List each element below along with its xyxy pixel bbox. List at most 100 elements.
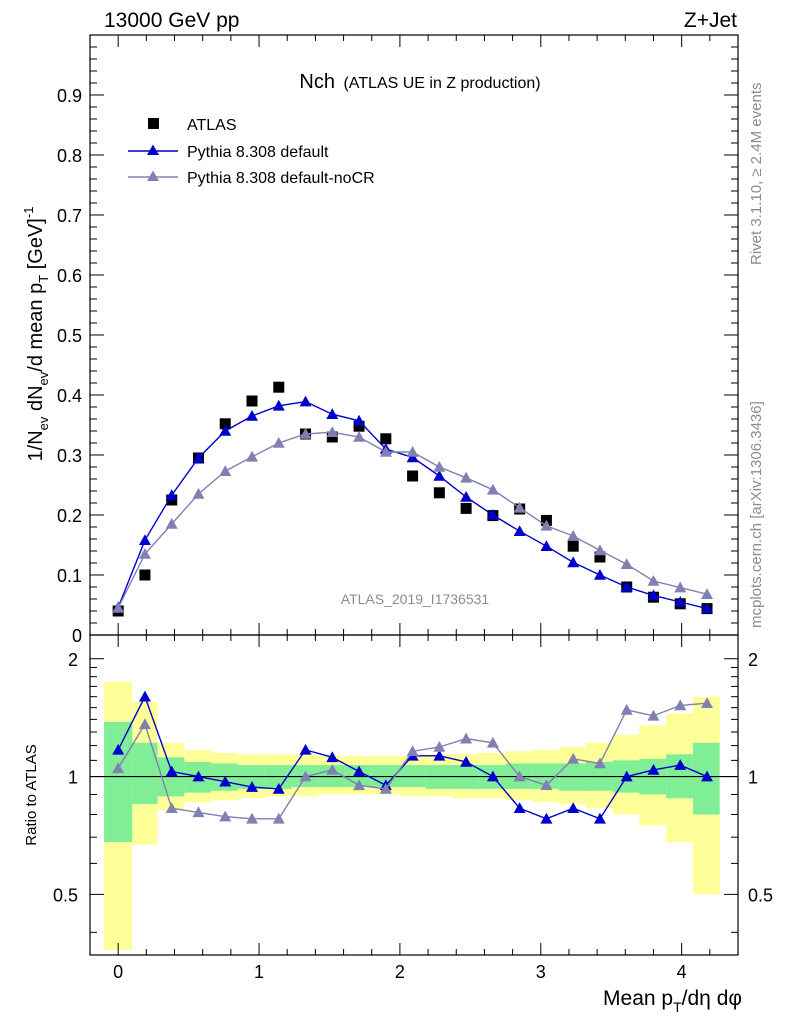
ratio-point-2 bbox=[647, 709, 660, 721]
series-point-1 bbox=[540, 540, 553, 551]
series-point-1 bbox=[674, 596, 687, 607]
chart-title: Nch (ATLAS UE in Z production) bbox=[299, 71, 540, 93]
y-tick-label: 0.7 bbox=[57, 206, 82, 226]
series-point-2 bbox=[406, 446, 419, 457]
series-point-2 bbox=[567, 530, 580, 541]
ratio-point-2 bbox=[620, 703, 633, 715]
series-point-2 bbox=[112, 602, 125, 613]
series-point-2 bbox=[540, 519, 553, 531]
ratio-point-1 bbox=[272, 782, 285, 794]
legend-label-default: Pythia 8.308 default bbox=[187, 144, 329, 161]
ratio-point-2 bbox=[353, 779, 366, 791]
series-point-2 bbox=[460, 471, 473, 483]
series-point-2 bbox=[379, 446, 392, 457]
ratio-point-2 bbox=[433, 741, 446, 752]
ratio-point-1 bbox=[246, 781, 258, 792]
analysis-watermark: ATLAS_2019_I1736531 bbox=[341, 591, 490, 607]
ratio-point-1 bbox=[138, 690, 151, 702]
series-point-1 bbox=[272, 399, 285, 411]
x-tick-label: 2 bbox=[395, 962, 405, 982]
ratio-point-1 bbox=[165, 765, 178, 777]
series-point-1 bbox=[460, 491, 473, 502]
ratio-point-2 bbox=[540, 779, 553, 791]
ratio-y-axis-label: Ratio to ATLAS bbox=[23, 744, 40, 845]
series-point-1 bbox=[165, 489, 178, 500]
series-point-2 bbox=[674, 581, 687, 593]
ratio-tick-label-right: 1 bbox=[748, 768, 758, 788]
ratio-point-2 bbox=[379, 782, 392, 794]
series-point-2 bbox=[138, 548, 151, 559]
ratio-tick-label: 1 bbox=[68, 768, 78, 788]
rivet-label: Rivet 3.1.10, ≥ 2.4M events bbox=[748, 83, 765, 266]
series-point-1 bbox=[567, 556, 580, 568]
ratio-point-1 bbox=[674, 759, 687, 770]
series-point-1 bbox=[353, 414, 366, 426]
ratio-point-2 bbox=[406, 745, 419, 757]
chart-title-sub: (ATLAS UE in Z production) bbox=[343, 75, 540, 92]
ratio-point-1 bbox=[513, 802, 526, 814]
ratio-point-2 bbox=[192, 806, 205, 818]
ratio-point-1 bbox=[567, 802, 580, 814]
series-point-1 bbox=[299, 395, 312, 407]
series-point-2 bbox=[593, 544, 606, 556]
ratio-point-2 bbox=[326, 763, 339, 775]
series-point-2 bbox=[272, 437, 285, 448]
y-tick-label: 0.2 bbox=[57, 506, 82, 526]
ratio-point-2 bbox=[246, 812, 258, 824]
ratio-panel: 0 1 2 3 4 0.5 0.5 1 1 2 2 bbox=[53, 634, 773, 982]
ratio-point-1 bbox=[219, 775, 232, 787]
ratio-point-1 bbox=[433, 749, 446, 761]
series-point-1 bbox=[246, 410, 258, 421]
chart-title-main: Nch bbox=[299, 71, 335, 93]
ratio-point-1 bbox=[299, 743, 312, 755]
header-left-label: 13000 GeV pp bbox=[104, 9, 239, 32]
series-point-1 bbox=[219, 425, 232, 436]
ratio-tick-label-right: 2 bbox=[748, 650, 758, 670]
series-point-1 bbox=[138, 534, 151, 545]
ratio-point-2 bbox=[593, 757, 606, 769]
atlas-data-point bbox=[594, 551, 606, 563]
ratio-frame bbox=[89, 634, 739, 956]
atlas-data-point bbox=[460, 502, 472, 514]
atlas-data-point bbox=[567, 540, 579, 552]
ratio-band-inner bbox=[104, 721, 133, 843]
legend-label-nocr: Pythia 8.308 default-noCR bbox=[187, 170, 375, 187]
series-point-1 bbox=[433, 470, 446, 481]
ratio-point-1 bbox=[540, 812, 553, 824]
legend-marker-atlas bbox=[148, 118, 159, 129]
series-point-2 bbox=[165, 518, 178, 529]
ratio-point-2 bbox=[486, 736, 499, 748]
series-point-2 bbox=[513, 501, 526, 513]
y-tick-label: 0.8 bbox=[57, 146, 82, 166]
x-tick-label: 0 bbox=[113, 962, 123, 982]
atlas-data-point bbox=[246, 395, 258, 407]
ratio-point-2 bbox=[701, 697, 714, 708]
legend-label-atlas: ATLAS bbox=[187, 117, 237, 134]
atlas-data-point bbox=[219, 418, 231, 430]
series-point-2 bbox=[353, 431, 366, 442]
ratio-point-2 bbox=[165, 802, 178, 814]
ratio-point-1 bbox=[647, 763, 660, 775]
atlas-data-point bbox=[433, 487, 445, 499]
y-tick-label: 0.3 bbox=[57, 446, 82, 466]
series-point-2 bbox=[620, 558, 633, 569]
x-axis-label: Mean pT/dη dφ bbox=[603, 987, 742, 1015]
x-tick-label: 1 bbox=[254, 962, 264, 982]
ratio-point-2 bbox=[138, 718, 151, 730]
series-point-1 bbox=[593, 569, 606, 580]
y-tick-label: 0.9 bbox=[57, 86, 82, 106]
ratio-point-1 bbox=[192, 770, 205, 782]
ratio-tick-label-right: 0.5 bbox=[748, 885, 773, 905]
ratio-point-1 bbox=[701, 770, 714, 782]
series-point-1 bbox=[192, 452, 205, 463]
x-tick-label: 4 bbox=[677, 962, 687, 982]
ratio-point-1 bbox=[460, 755, 473, 767]
y-tick-label: 0 bbox=[72, 626, 82, 646]
ratio-point-2 bbox=[460, 732, 473, 744]
y-tick-label: 0.5 bbox=[57, 326, 82, 346]
ratio-point-2 bbox=[299, 770, 312, 782]
atlas-data-point bbox=[380, 433, 392, 445]
ratio-point-1 bbox=[353, 765, 366, 777]
